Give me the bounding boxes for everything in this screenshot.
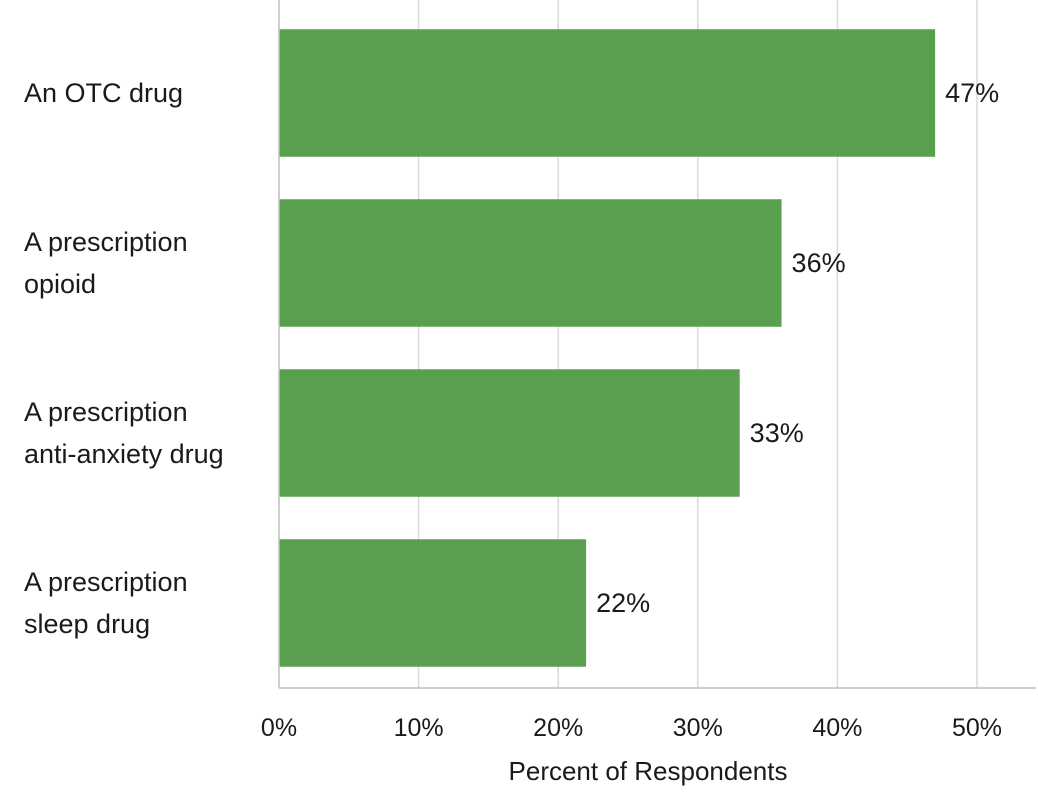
category-label: An OTC drug [24, 78, 183, 108]
data-label: 47% [945, 78, 999, 108]
category-label-line: sleep drug [24, 609, 150, 639]
x-axis-title: Percent of Respondents [509, 756, 788, 786]
category-label: A prescription anti-anxiety drug [24, 397, 224, 469]
bar [279, 369, 740, 497]
data-label: 22% [596, 588, 650, 618]
category-label-line: A prescription [24, 397, 188, 427]
bar [279, 199, 782, 327]
bar [279, 539, 587, 667]
category-label-line: anti-anxiety drug [24, 439, 224, 469]
category-label-line: A prescription [24, 227, 188, 257]
category-label: A prescription sleep drug [24, 567, 188, 639]
labels: 0% 10% 20% 30% 40% 50% 47% An OTC drug 36% A pres… [24, 78, 1002, 742]
x-tick-label: 20% [533, 714, 583, 742]
bar [279, 29, 936, 157]
x-tick-label: 40% [812, 714, 862, 742]
category-label-line: An OTC drug [24, 78, 183, 108]
x-tick-label: 0% [261, 714, 297, 742]
x-tick-label: 30% [673, 714, 723, 742]
data-label: 36% [792, 248, 846, 278]
bars [279, 29, 936, 667]
category-label: A prescription opioid [24, 227, 188, 299]
axes [278, 0, 1036, 689]
x-tick-label: 10% [394, 714, 444, 742]
data-label: 33% [750, 418, 804, 448]
category-label-line: opioid [24, 269, 96, 299]
category-label-line: A prescription [24, 567, 188, 597]
x-tick-label: 50% [952, 714, 1002, 742]
